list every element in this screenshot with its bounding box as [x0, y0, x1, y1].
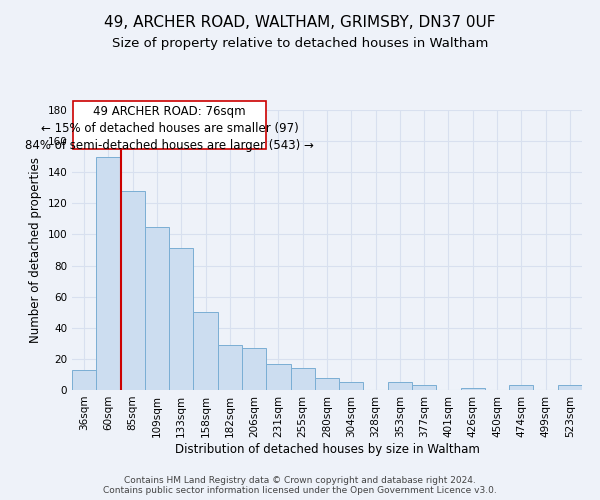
Y-axis label: Number of detached properties: Number of detached properties	[29, 157, 42, 343]
Bar	[290, 368, 315, 390]
Text: Size of property relative to detached houses in Waltham: Size of property relative to detached ho…	[112, 38, 488, 51]
Bar	[145, 226, 169, 390]
Bar	[315, 378, 339, 390]
Bar	[121, 191, 145, 390]
Bar	[461, 388, 485, 390]
Bar	[193, 312, 218, 390]
Bar	[509, 386, 533, 390]
Bar	[388, 382, 412, 390]
Text: Contains HM Land Registry data © Crown copyright and database right 2024.
Contai: Contains HM Land Registry data © Crown c…	[103, 476, 497, 495]
X-axis label: Distribution of detached houses by size in Waltham: Distribution of detached houses by size …	[175, 442, 479, 456]
Text: 49, ARCHER ROAD, WALTHAM, GRIMSBY, DN37 0UF: 49, ARCHER ROAD, WALTHAM, GRIMSBY, DN37 …	[104, 15, 496, 30]
Bar	[242, 348, 266, 390]
Text: 49 ARCHER ROAD: 76sqm
← 15% of detached houses are smaller (97)
84% of semi-deta: 49 ARCHER ROAD: 76sqm ← 15% of detached …	[25, 104, 314, 152]
Bar	[412, 386, 436, 390]
Bar	[218, 345, 242, 390]
Bar	[169, 248, 193, 390]
Bar	[266, 364, 290, 390]
Bar	[558, 386, 582, 390]
Bar	[339, 382, 364, 390]
Bar	[96, 156, 121, 390]
Bar	[72, 370, 96, 390]
